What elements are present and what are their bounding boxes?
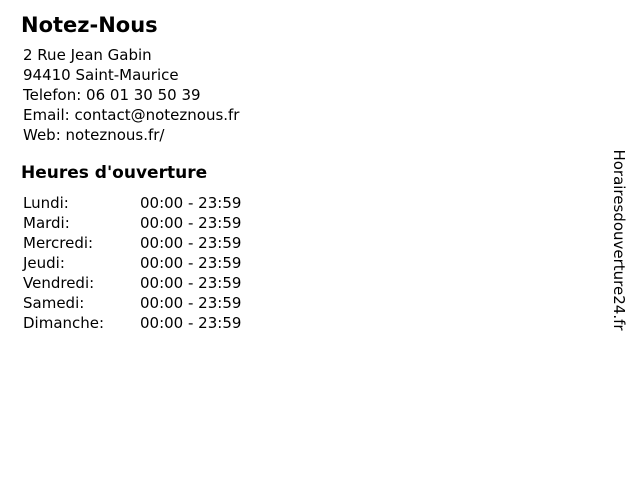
day-label: Mardi: xyxy=(23,214,70,232)
site-watermark: Horairesdouverture24.fr xyxy=(610,149,628,331)
day-label: Lundi: xyxy=(23,194,69,212)
table-row: Mardi: 00:00 - 23:59 xyxy=(23,213,241,233)
table-row: Dimanche: 00:00 - 23:59 xyxy=(23,313,241,333)
email-label: Email: xyxy=(23,106,70,124)
table-row: Vendredi: 00:00 - 23:59 xyxy=(23,273,241,293)
table-row: Jeudi: 00:00 - 23:59 xyxy=(23,253,241,273)
day-hours: 00:00 - 23:59 xyxy=(140,314,242,332)
day-label: Samedi: xyxy=(23,294,85,312)
opening-hours-heading: Heures d'ouverture xyxy=(21,163,208,183)
address-line-1: 2 Rue Jean Gabin xyxy=(23,46,152,64)
day-label: Mercredi: xyxy=(23,234,94,252)
table-row: Lundi: 00:00 - 23:59 xyxy=(23,193,241,213)
day-label: Vendredi: xyxy=(23,274,95,292)
web-line: Web: noteznous.fr/ xyxy=(23,125,239,145)
phone-label: Telefon: xyxy=(23,86,82,104)
opening-hours-table: Lundi: 00:00 - 23:59 Mardi: 00:00 - 23:5… xyxy=(23,193,241,333)
company-name: Notez-Nous xyxy=(21,13,158,37)
day-hours: 00:00 - 23:59 xyxy=(140,194,242,212)
address-line-2: 94410 Saint-Maurice xyxy=(23,66,179,84)
web-label: Web: xyxy=(23,126,61,144)
day-label: Dimanche: xyxy=(23,314,105,332)
web-value: noteznous.fr/ xyxy=(65,126,165,144)
email-line: Email: contact@noteznous.fr xyxy=(23,105,239,125)
day-label: Jeudi: xyxy=(23,254,65,272)
email-value: contact@noteznous.fr xyxy=(74,106,240,124)
day-hours: 00:00 - 23:59 xyxy=(140,294,242,312)
day-hours: 00:00 - 23:59 xyxy=(140,254,242,272)
phone-line: Telefon: 06 01 30 50 39 xyxy=(23,85,239,105)
phone-value: 06 01 30 50 39 xyxy=(86,86,201,104)
table-row: Mercredi: 00:00 - 23:59 xyxy=(23,233,241,253)
table-row: Samedi: 00:00 - 23:59 xyxy=(23,293,241,313)
contact-info: 2 Rue Jean Gabin 94410 Saint-Maurice Tel… xyxy=(23,45,239,145)
day-hours: 00:00 - 23:59 xyxy=(140,234,242,252)
day-hours: 00:00 - 23:59 xyxy=(140,214,242,232)
day-hours: 00:00 - 23:59 xyxy=(140,274,242,292)
